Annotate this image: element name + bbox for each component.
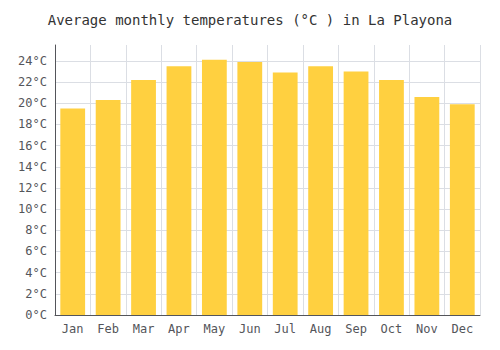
svg-text:16°C: 16°C	[18, 139, 47, 153]
svg-text:24°C: 24°C	[18, 54, 47, 68]
svg-text:12°C: 12°C	[18, 181, 47, 195]
svg-text:Oct: Oct	[381, 322, 403, 336]
svg-text:20°C: 20°C	[18, 96, 47, 110]
svg-text:Mar: Mar	[133, 322, 155, 336]
svg-text:2°C: 2°C	[25, 287, 47, 301]
svg-text:Average monthly temperatures (: Average monthly temperatures (°C ) in La…	[48, 12, 453, 28]
svg-text:22°C: 22°C	[18, 75, 47, 89]
svg-text:6°C: 6°C	[25, 244, 47, 258]
svg-text:18°C: 18°C	[18, 117, 47, 131]
svg-text:4°C: 4°C	[25, 266, 47, 280]
svg-text:Sep: Sep	[345, 322, 367, 336]
svg-text:Nov: Nov	[416, 322, 438, 336]
svg-text:10°C: 10°C	[18, 202, 47, 216]
svg-text:Aug: Aug	[310, 322, 332, 336]
svg-text:8°C: 8°C	[25, 223, 47, 237]
svg-text:May: May	[204, 322, 226, 336]
svg-text:Feb: Feb	[97, 322, 119, 336]
svg-text:Jun: Jun	[239, 322, 261, 336]
svg-text:Dec: Dec	[451, 322, 473, 336]
svg-text:Apr: Apr	[168, 322, 190, 336]
svg-text:0°C: 0°C	[25, 308, 47, 322]
svg-text:14°C: 14°C	[18, 160, 47, 174]
svg-text:Jan: Jan	[62, 322, 84, 336]
svg-text:Jul: Jul	[274, 322, 296, 336]
